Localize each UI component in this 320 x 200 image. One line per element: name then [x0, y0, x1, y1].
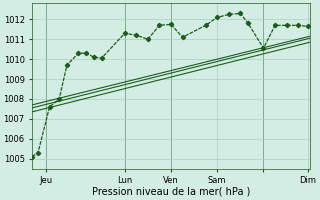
- X-axis label: Pression niveau de la mer( hPa ): Pression niveau de la mer( hPa ): [92, 187, 250, 197]
